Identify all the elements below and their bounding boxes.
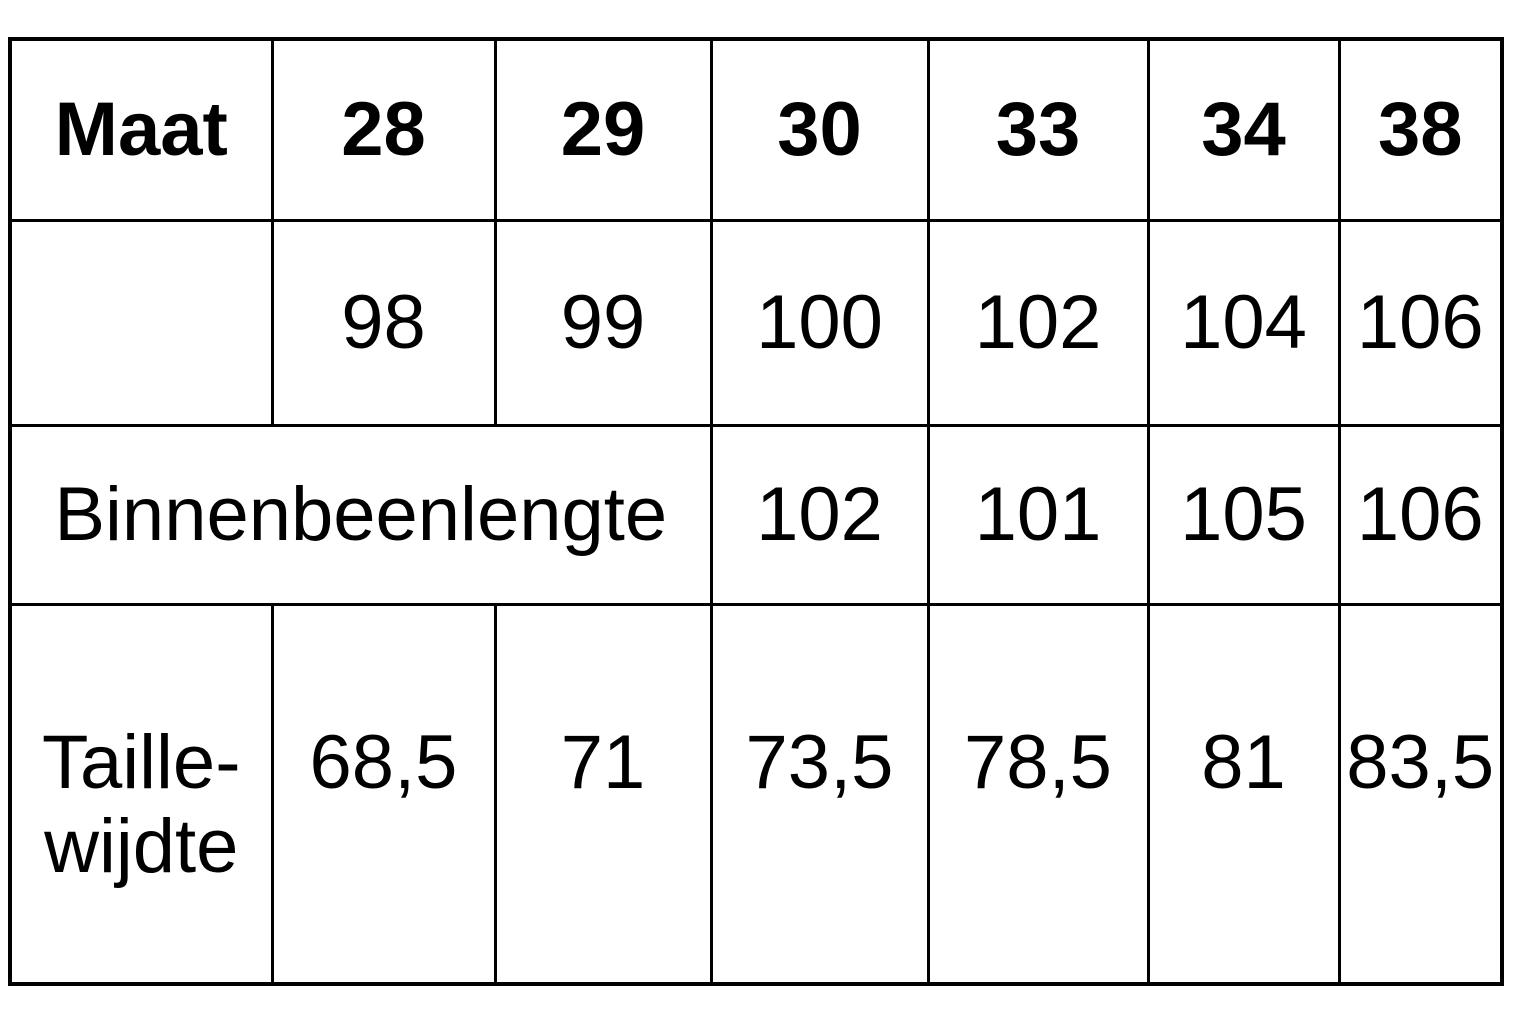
measurement-cell: 73,5 [709,602,930,986]
header-row: Maat 28 29 30 33 34 38 [8,37,1504,222]
measurement-cell: 102 [709,423,930,606]
binnenbeenlengte-row: Binnenbeenlengte 102 101 105 106 [8,423,1504,606]
row-label-cell-empty [8,218,274,427]
measurement-cell: 100 [709,218,930,427]
corner-header-cell: Maat [8,37,274,222]
measurement-cell: 101 [926,423,1150,606]
size-column-header: 30 [709,37,930,222]
taillewijdte-row: Taille-wijdte 68,5 71 73,5 78,5 81 83,5 [8,602,1504,986]
measurement-cell: 68,5 [270,602,497,986]
size-column-header: 28 [270,37,497,222]
lengte-row: 98 99 100 102 104 106 [8,218,1504,427]
size-column-header: 34 [1146,37,1341,222]
measurement-cell: 105 [1146,423,1341,606]
measurement-cell: 78,5 [926,602,1150,986]
measurement-cell: 106 [1337,423,1504,606]
size-column-header: 33 [926,37,1150,222]
size-column-header: 29 [493,37,713,222]
measurement-cell: 104 [1146,218,1341,427]
measurement-cell: 102 [926,218,1150,427]
size-table: Maat 28 29 30 33 34 38 98 99 100 102 104… [8,37,1504,986]
row-label-cell-taillewijdte: Taille-wijdte [8,602,274,986]
measurement-cell: 99 [493,218,713,427]
measurement-cell: 106 [1337,218,1504,427]
measurement-cell: 71 [493,602,713,986]
measurement-cell: 98 [270,218,497,427]
measurement-cell: 81 [1146,602,1341,986]
size-chart: Maat 28 29 30 33 34 38 98 99 100 102 104… [8,37,1504,986]
size-column-header: 38 [1337,37,1504,222]
measurement-cell: 83,5 [1337,602,1504,986]
row-label-cell-binnenbeenlengte: Binnenbeenlengte [8,423,713,606]
